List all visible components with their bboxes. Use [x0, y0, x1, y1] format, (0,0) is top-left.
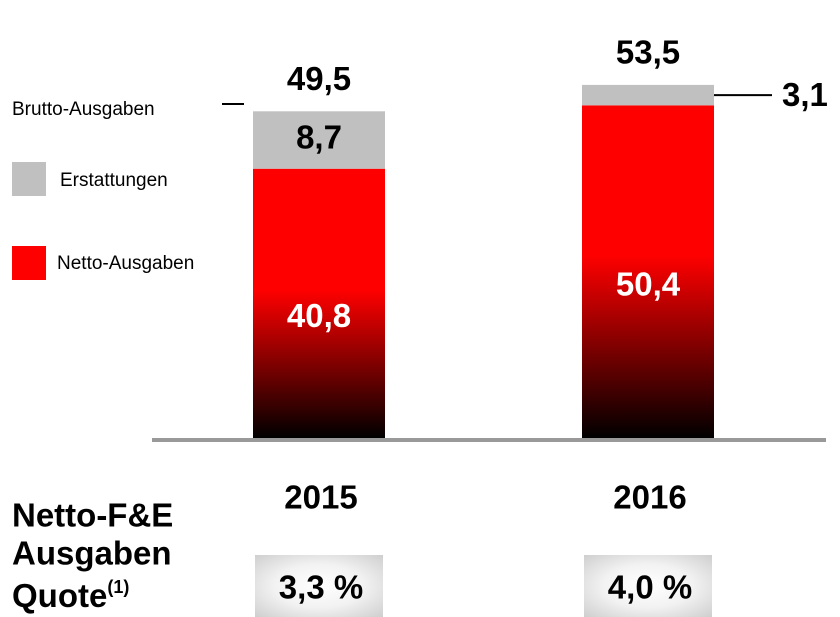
ratio-title: Netto-F&E	[12, 497, 173, 534]
total-label: 49,5	[287, 60, 351, 97]
ratio-box	[255, 555, 383, 617]
legend-label: Erstattungen	[60, 170, 168, 191]
ratio-title: Ausgaben	[12, 535, 172, 572]
x-tick-label: 2016	[613, 479, 686, 516]
bar-segment	[253, 168, 385, 438]
legend: Brutto-Ausgaben Erstattungen Netto-Ausga…	[12, 99, 244, 280]
ratio-box	[584, 555, 712, 617]
data-label: 50,4	[616, 265, 681, 302]
bar-segment	[253, 111, 385, 169]
ratio-title: Quote	[12, 577, 107, 614]
data-label: 3,1	[782, 76, 828, 113]
legend-swatch	[12, 162, 46, 196]
ratio-value: 3,3 %	[279, 569, 363, 606]
legend-label: Netto-Ausgaben	[57, 253, 194, 274]
bar-segment	[582, 105, 714, 439]
ratio-title: Quote(1)	[12, 577, 129, 614]
data-label: 40,8	[287, 297, 351, 334]
bar-segment	[582, 84, 714, 106]
x-tick-label: 2015	[284, 479, 357, 516]
ratio-value: 4,0 %	[608, 569, 692, 606]
total-label: 53,5	[616, 34, 680, 71]
data-label: 8,7	[296, 119, 342, 156]
legend-label: Brutto-Ausgaben	[12, 99, 155, 120]
footnote-mark: (1)	[107, 577, 129, 597]
legend-swatch	[12, 246, 46, 280]
